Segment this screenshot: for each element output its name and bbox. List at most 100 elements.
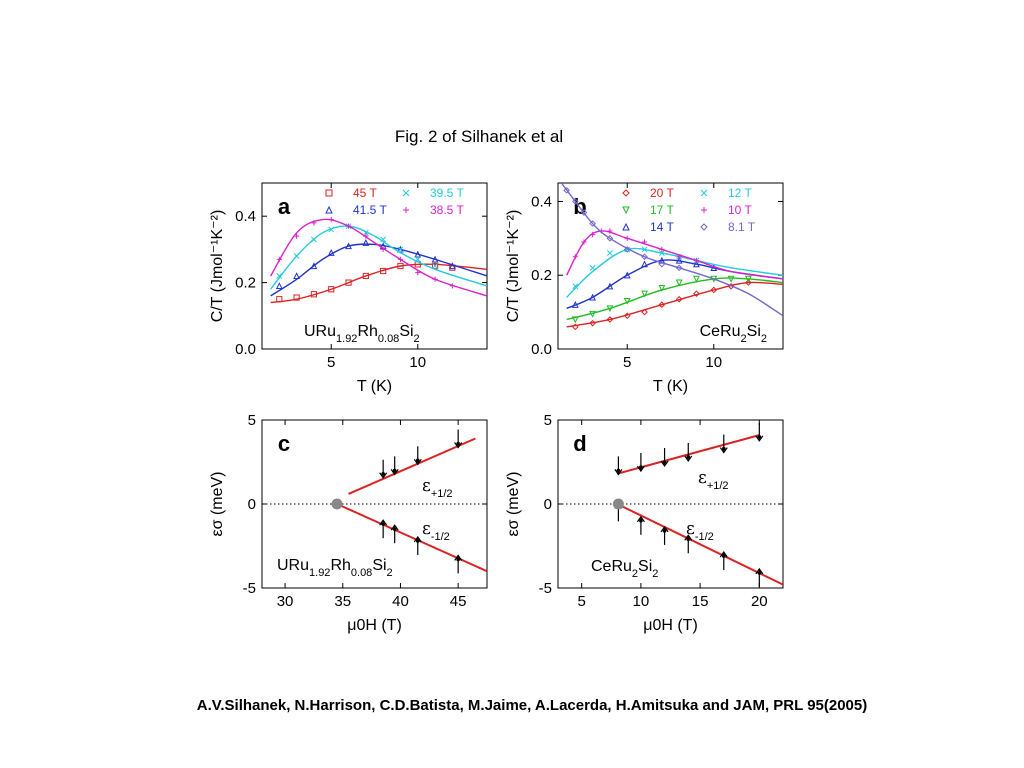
data-point bbox=[415, 458, 420, 463]
series-fit-line bbox=[270, 225, 487, 290]
data-point bbox=[294, 233, 300, 239]
x-tick-label: 35 bbox=[334, 593, 351, 610]
data-point bbox=[380, 246, 386, 252]
x-tick-label: 40 bbox=[392, 593, 409, 610]
y-tick-label: 0.4 bbox=[531, 193, 552, 210]
data-point bbox=[397, 262, 404, 270]
data-point bbox=[449, 283, 455, 289]
data-point bbox=[659, 246, 665, 252]
data-point bbox=[432, 263, 439, 269]
data-point bbox=[414, 250, 422, 258]
data-point bbox=[757, 435, 762, 439]
spin-arrow-head bbox=[719, 447, 728, 454]
data-point bbox=[380, 236, 387, 243]
data-point bbox=[641, 253, 648, 261]
data-point bbox=[616, 468, 621, 473]
data-point bbox=[293, 253, 300, 259]
data-point bbox=[727, 275, 735, 283]
x-tick-label: 15 bbox=[692, 593, 709, 610]
data-point bbox=[362, 272, 369, 280]
x-axis-label: μ0H (T) bbox=[643, 617, 698, 634]
x-tick-label: 20 bbox=[751, 593, 768, 610]
data-point bbox=[641, 239, 648, 245]
x-tick-label: 5 bbox=[578, 593, 586, 610]
plot-frame bbox=[261, 182, 488, 350]
data-point bbox=[745, 279, 752, 286]
spin-arrow-head bbox=[636, 515, 645, 523]
data-point bbox=[658, 285, 666, 292]
legend-label: 10 T bbox=[728, 203, 752, 217]
y-axis-label: εσ (meV) bbox=[209, 471, 226, 536]
compound-element: Si bbox=[372, 557, 386, 574]
data-point bbox=[641, 260, 648, 268]
data-point bbox=[345, 242, 352, 250]
compound-subscript: 2 bbox=[632, 568, 638, 580]
data-point bbox=[276, 256, 282, 262]
x-tick-label: 5 bbox=[327, 354, 335, 371]
panel-label: b bbox=[573, 194, 586, 219]
data-point bbox=[693, 275, 700, 283]
data-point bbox=[327, 249, 335, 256]
data-point bbox=[658, 260, 666, 268]
panel-b: 5 10 0.0 0.2 0.4 T (K) C/T (Jmol⁻¹K⁻²) b 20 T 17 … bbox=[505, 182, 784, 395]
data-point bbox=[662, 460, 667, 464]
citation: A.V.Silhanek, N.Harrison, C.D.Batista, M… bbox=[196, 697, 868, 714]
data-point bbox=[397, 246, 404, 253]
y-axis-label: C/T (Jmol⁻¹K⁻²) bbox=[209, 210, 226, 323]
compound-element: Rh bbox=[357, 323, 377, 340]
epsilon-subscript: -1/2 bbox=[695, 531, 714, 543]
epsilon-subscript: +1/2 bbox=[431, 488, 453, 500]
epsilon-symbol: ε bbox=[698, 468, 707, 488]
x-tick-label: 10 bbox=[633, 593, 650, 610]
data-point bbox=[589, 310, 597, 318]
legend-marker bbox=[622, 222, 630, 231]
data-point bbox=[675, 256, 683, 264]
y-tick-label: 0.2 bbox=[531, 267, 552, 284]
data-point bbox=[276, 296, 283, 303]
panel-a: 5 10 0.0 0.2 0.4 T (K) C/T (Jmol⁻¹K⁻²) a 45 T 41.… bbox=[209, 182, 488, 395]
data-point bbox=[675, 279, 683, 287]
fit-line bbox=[348, 437, 476, 495]
panel-label: d bbox=[573, 431, 586, 456]
compound-subscript: 2 bbox=[414, 333, 420, 345]
data-point bbox=[710, 264, 718, 271]
spin-arrow-head bbox=[454, 442, 463, 449]
x-axis-label: μ0H (T) bbox=[347, 617, 402, 634]
data-point bbox=[275, 282, 283, 290]
origin-point bbox=[331, 498, 343, 510]
epsilon-symbol: ε bbox=[686, 519, 695, 539]
data-point bbox=[589, 293, 597, 301]
data-point bbox=[607, 228, 613, 234]
y-tick-label: 0.0 bbox=[235, 341, 256, 358]
data-point bbox=[590, 232, 596, 238]
data-point bbox=[639, 519, 643, 523]
data-point bbox=[415, 539, 420, 543]
series-fit-line bbox=[566, 277, 783, 321]
data-point bbox=[563, 187, 570, 194]
spin-arrow-head bbox=[684, 455, 693, 463]
data-point bbox=[571, 316, 579, 324]
x-tick-label: 45 bbox=[450, 593, 467, 610]
compound-subscript: 2 bbox=[741, 333, 747, 345]
series-fit-line bbox=[270, 218, 487, 297]
compound-element: CeRu bbox=[591, 558, 632, 575]
spin-arrow-head bbox=[413, 458, 422, 466]
x-tick-label: 10 bbox=[409, 354, 426, 371]
legend-label: 12 T bbox=[728, 186, 752, 200]
x-tick-label: 10 bbox=[705, 354, 722, 371]
y-tick-label: 0.0 bbox=[531, 341, 552, 358]
legend-label: 39.5 T bbox=[430, 186, 464, 200]
plot-area bbox=[262, 429, 487, 574]
epsilon-subscript: -1/2 bbox=[431, 531, 450, 543]
compound-element: Rh bbox=[330, 557, 350, 574]
legend-marker bbox=[402, 189, 410, 197]
legend-label: 45 T bbox=[353, 186, 377, 200]
fit-line bbox=[616, 503, 783, 586]
series-fit-line bbox=[566, 230, 783, 280]
data-point bbox=[572, 283, 579, 290]
data-point bbox=[641, 246, 648, 253]
data-point bbox=[639, 465, 643, 469]
